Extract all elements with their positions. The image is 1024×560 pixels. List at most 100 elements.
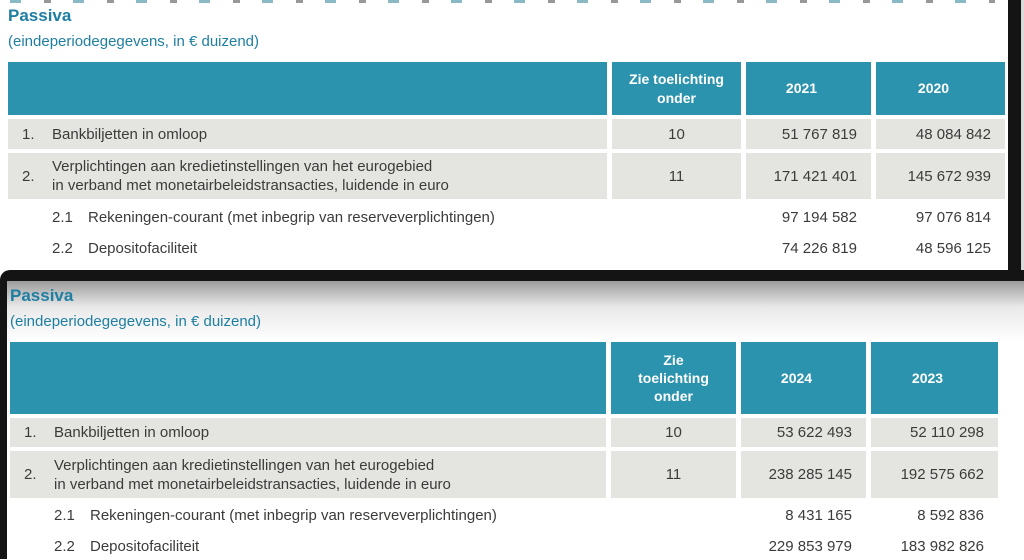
amount-year1-cell: 238 285 145: [741, 451, 866, 498]
row-label-cell: 1. Bankbiljetten in omloop: [8, 119, 607, 149]
table-row: 1. Bankbiljetten in omloop 10 53 622 493…: [10, 418, 1024, 447]
table-header-row: Zie toelichting onder 2024 2023: [10, 342, 1024, 414]
page-title: Passiva: [8, 6, 72, 25]
header-year2-cell: 2020: [876, 62, 1005, 115]
note-reference-cell: 10: [612, 119, 741, 149]
amount-year1: 53 622 493: [776, 424, 852, 441]
window-screenshot-2: Passiva (eindeperiodegegevens, in € duiz…: [0, 270, 1024, 559]
row-number: 2.1: [52, 208, 73, 226]
amount-year1: 171 421 401: [773, 167, 857, 185]
header-label-cell: [8, 62, 607, 115]
row-label: Verplichtingen aan kredietinstellingen v…: [54, 456, 451, 493]
note-reference: 11: [665, 466, 682, 483]
page-title: Passiva: [10, 286, 74, 305]
row-label-cell: 2.1 Rekeningen-courant (met inbegrip van…: [8, 203, 607, 231]
amount-year1-cell: 229 853 979: [741, 533, 866, 560]
header-note-cell: Zie toelichting onder: [612, 62, 741, 115]
passiva-table-2021-2020: Zie toelichting onder 2021 2020 1. Bankb…: [8, 62, 1024, 262]
amount-year2: 97 076 814: [915, 208, 991, 226]
header-year1-cell: 2024: [741, 342, 866, 414]
table-body: 1. Bankbiljetten in omloop 10 51 767 819…: [8, 119, 1024, 262]
amount-year2-cell: 8 592 836: [871, 502, 998, 529]
row-number: 1.: [24, 424, 37, 441]
row-label: Bankbiljetten in omloop: [54, 424, 210, 441]
amount-year1-cell: 53 622 493: [741, 418, 866, 447]
amount-year2: 48 596 125: [915, 239, 991, 257]
amount-year1-cell: 171 421 401: [746, 153, 871, 199]
row-label-cell: 2.2 Depositofaciliteit: [10, 533, 606, 560]
row-label-cell: 2.1 Rekeningen-courant (met inbegrip van…: [10, 502, 606, 529]
amount-year2-cell: 183 982 826: [871, 533, 998, 560]
table-row: 2.1 Rekeningen-courant (met inbegrip van…: [8, 203, 1024, 231]
amount-year2-cell: 97 076 814: [876, 203, 1005, 231]
row-number: 2.2: [52, 239, 73, 257]
row-number: 2.: [24, 466, 37, 483]
note-reference: 10: [665, 424, 682, 441]
table-row: 2.2 Depositofaciliteit 74 226 819 48 596…: [8, 234, 1024, 262]
note-reference: 10: [668, 125, 685, 143]
table-body: 1. Bankbiljetten in omloop 10 53 622 493…: [10, 418, 1024, 560]
row-label: Bankbiljetten in omloop: [52, 125, 208, 143]
note-reference-cell: [612, 203, 741, 231]
window-frame-right-edge: [1008, 0, 1021, 270]
page-subtitle: (eindeperiodegegevens, in € duizend): [8, 33, 260, 50]
passiva-table-2024-2023: Zie toelichting onder 2024 2023 1. Bankb…: [10, 342, 1024, 560]
row-label: Rekeningen-courant (met inbegrip van res…: [90, 507, 497, 524]
amount-year2: 48 084 842: [915, 125, 991, 143]
row-number: 2.2: [54, 538, 75, 555]
header-label-cell: [10, 342, 606, 414]
amount-year1: 8 431 165: [785, 507, 852, 524]
amount-year2-cell: 48 596 125: [876, 234, 1005, 262]
note-reference-cell: [612, 234, 741, 262]
table-header-row: Zie toelichting onder 2021 2020: [8, 62, 1024, 115]
row-label: Verplichtingen aan kredietinstellingen v…: [52, 158, 449, 194]
row-label: Rekeningen-courant (met inbegrip van res…: [88, 208, 495, 226]
note-reference-cell: 11: [612, 153, 741, 199]
amount-year1-cell: 51 767 819: [746, 119, 871, 149]
amount-year2-cell: 145 672 939: [876, 153, 1005, 199]
header-note-cell: Zie toelichting onder: [611, 342, 736, 414]
amount-year1-cell: 97 194 582: [746, 203, 871, 231]
row-number: 2.: [22, 167, 35, 185]
row-number: 1.: [22, 125, 35, 143]
header-year1-cell: 2021: [746, 62, 871, 115]
amount-year1: 238 285 145: [768, 466, 852, 483]
amount-year2: 183 982 826: [900, 538, 984, 555]
window-content: Passiva (eindeperiodegegevens, in € duiz…: [7, 281, 1024, 559]
row-label-cell: 2. Verplichtingen aan kredietinstellinge…: [8, 153, 607, 199]
window-screenshot-1: Passiva (eindeperiodegegevens, in € duiz…: [0, 0, 1024, 270]
table-row: 2.2 Depositofaciliteit 229 853 979 183 9…: [10, 533, 1024, 560]
table-row: 1. Bankbiljetten in omloop 10 51 767 819…: [8, 119, 1024, 149]
amount-year2-cell: 48 084 842: [876, 119, 1005, 149]
note-reference-cell: [611, 533, 736, 560]
amount-year2: 52 110 298: [910, 424, 984, 441]
note-reference: 11: [668, 167, 685, 185]
note-reference-cell: 11: [611, 451, 736, 498]
amount-year2-cell: 192 575 662: [871, 451, 998, 498]
amount-year1: 97 194 582: [781, 208, 857, 226]
amount-year1: 51 767 819: [781, 125, 857, 143]
row-label-cell: 2. Verplichtingen aan kredietinstellinge…: [10, 451, 606, 498]
amount-year2-cell: 52 110 298: [871, 418, 998, 447]
note-reference-cell: 10: [611, 418, 736, 447]
header-year2-cell: 2023: [871, 342, 998, 414]
amount-year2: 145 672 939: [907, 167, 991, 185]
row-number: 2.1: [54, 507, 75, 524]
row-label: Depositofaciliteit: [90, 538, 200, 555]
note-reference-cell: [611, 502, 736, 529]
amount-year1-cell: 8 431 165: [741, 502, 866, 529]
table-row: 2. Verplichtingen aan kredietinstellinge…: [8, 153, 1024, 199]
row-label: Depositofaciliteit: [88, 239, 198, 257]
table-row: 2.1 Rekeningen-courant (met inbegrip van…: [10, 502, 1024, 529]
table-row: 2. Verplichtingen aan kredietinstellinge…: [10, 451, 1024, 498]
amount-year1: 229 853 979: [768, 538, 852, 555]
row-label-cell: 2.2 Depositofaciliteit: [8, 234, 607, 262]
amount-year2: 8 592 836: [917, 507, 984, 524]
amount-year1: 74 226 819: [781, 239, 857, 257]
page-subtitle: (eindeperiodegegevens, in € duizend): [10, 313, 262, 330]
amount-year2: 192 575 662: [900, 466, 984, 483]
window-frame-highlight: [1021, 0, 1024, 270]
cropped-content-remnant: [10, 0, 995, 3]
row-label-cell: 1. Bankbiljetten in omloop: [10, 418, 606, 447]
amount-year1-cell: 74 226 819: [746, 234, 871, 262]
